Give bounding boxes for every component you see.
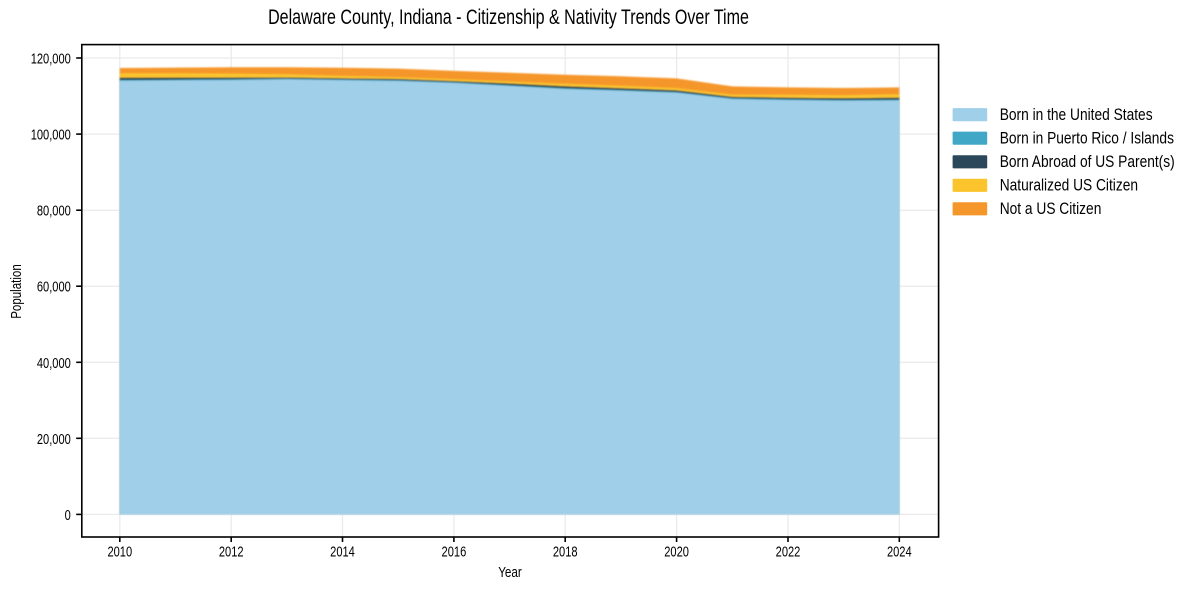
svg-text:Not a US Citizen: Not a US Citizen — [1000, 200, 1102, 219]
svg-text:2020: 2020 — [664, 543, 689, 560]
svg-text:0: 0 — [65, 506, 71, 523]
svg-text:2014: 2014 — [330, 543, 355, 560]
svg-text:Born in Puerto Rico / Islands: Born in Puerto Rico / Islands — [1000, 130, 1175, 149]
svg-text:80,000: 80,000 — [37, 202, 71, 219]
svg-text:100,000: 100,000 — [31, 126, 71, 143]
svg-text:2010: 2010 — [107, 543, 132, 560]
svg-text:40,000: 40,000 — [37, 354, 71, 371]
svg-text:60,000: 60,000 — [37, 278, 71, 295]
svg-text:Year: Year — [498, 564, 522, 581]
svg-text:20,000: 20,000 — [37, 430, 71, 447]
svg-text:2012: 2012 — [219, 543, 244, 560]
svg-text:120,000: 120,000 — [31, 50, 71, 67]
svg-text:Population: Population — [8, 264, 25, 319]
svg-text:Delaware County, Indiana - Cit: Delaware County, Indiana - Citizenship &… — [268, 5, 749, 29]
svg-text:Naturalized US Citizen: Naturalized US Citizen — [1000, 177, 1138, 196]
svg-text:2022: 2022 — [776, 543, 801, 560]
svg-text:Born in the United States: Born in the United States — [1000, 106, 1153, 125]
svg-text:2018: 2018 — [553, 543, 578, 560]
svg-text:2024: 2024 — [887, 543, 912, 560]
svg-text:Born Abroad of US Parent(s): Born Abroad of US Parent(s) — [1000, 153, 1175, 172]
svg-text:2016: 2016 — [442, 543, 467, 560]
